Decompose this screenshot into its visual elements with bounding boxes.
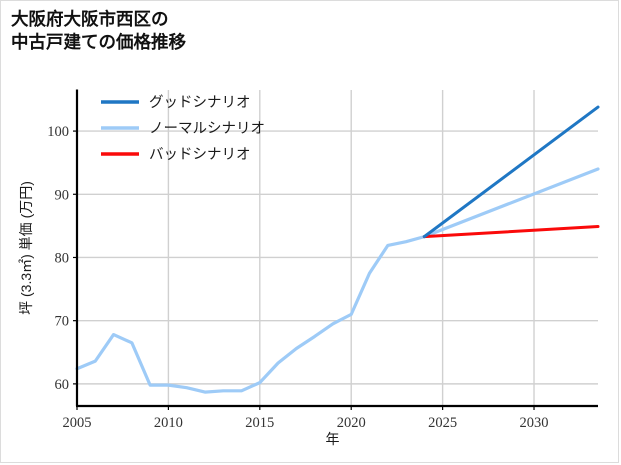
y-tick-label: 80 — [55, 250, 70, 266]
series-line — [422, 225, 600, 239]
series-line — [422, 105, 600, 239]
page-title: 大阪府大阪市西区の 中古戸建ての価格推移 — [11, 9, 186, 53]
legend-label: グッドシナリオ — [149, 94, 251, 111]
series-lines — [75, 105, 600, 394]
y-tick-label: 90 — [55, 187, 70, 203]
legend-label: ノーマルシナリオ — [149, 121, 265, 137]
legend-label: バッドシナリオ — [149, 147, 251, 163]
x-tick-label: 2005 — [63, 415, 92, 431]
x-tick-label: 2015 — [245, 415, 274, 431]
x-tick-label: 2010 — [154, 415, 183, 431]
x-axis-title: 年 — [326, 431, 340, 447]
y-axis-title: 坪 (3.3㎡) 単価 (万円) — [18, 181, 34, 315]
axis-titles: 年 坪 (3.3㎡) 単価 (万円) — [18, 181, 340, 447]
y-tick-label: 60 — [55, 377, 70, 393]
y-tick-label: 100 — [47, 124, 69, 140]
x-tick-label: 2020 — [337, 415, 366, 431]
y-tick-label: 70 — [55, 314, 70, 330]
x-tick-label: 2025 — [428, 415, 457, 431]
x-tick-label: 2030 — [520, 415, 549, 431]
y-tick-labels: 60 70 80 90 100 — [47, 124, 69, 393]
axis-frame — [75, 89, 598, 408]
series-line — [75, 167, 600, 394]
gridlines — [77, 90, 598, 406]
x-tick-labels: 2005 2010 2015 2020 2025 2030 — [63, 415, 549, 431]
